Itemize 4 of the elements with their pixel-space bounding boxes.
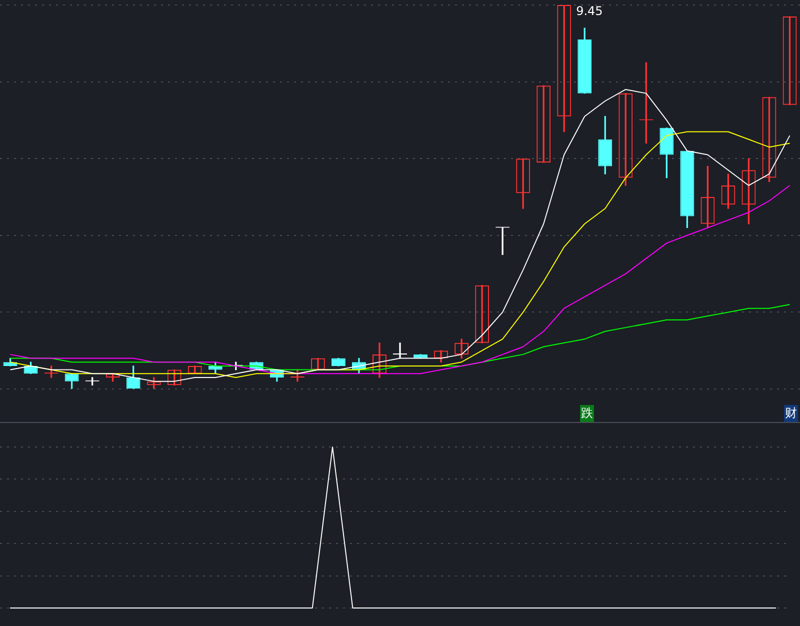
annotation: 9.45	[576, 4, 603, 18]
text: 财	[784, 405, 798, 422]
candlestick	[393, 342, 407, 359]
text: 跌	[580, 405, 594, 422]
